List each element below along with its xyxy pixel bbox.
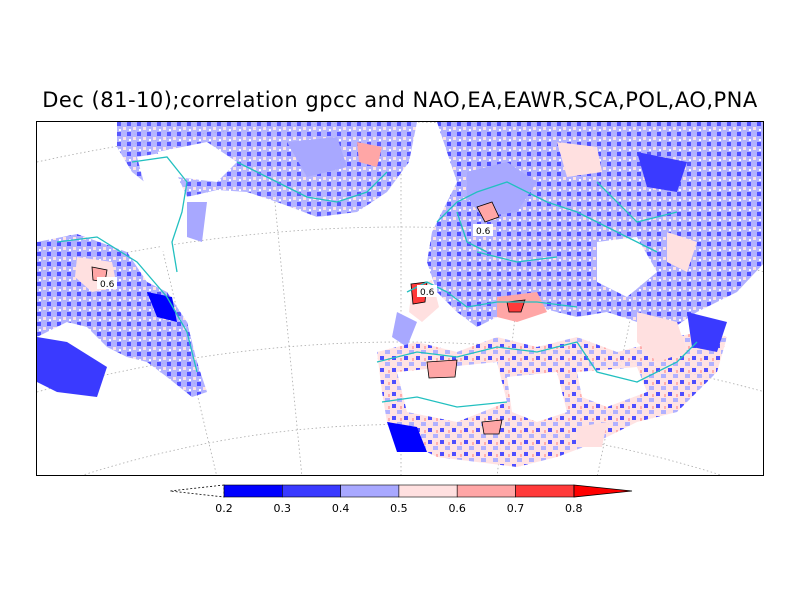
colorbar-boxes [223, 484, 575, 498]
colorbar-box [340, 484, 400, 498]
colorbar-box [223, 484, 283, 498]
contour-label-scandinavia: 0.6 [476, 227, 491, 237]
coastlines [56, 156, 698, 408]
eurasia-field [392, 122, 763, 347]
africa-field [377, 312, 727, 467]
contour-label-iberia: 0.6 [420, 288, 435, 298]
colorbar-tick-labels: 0.2 0.3 0.4 0.5 0.6 0.7 0.8 [215, 502, 582, 515]
colorbar-box [281, 484, 341, 498]
colorbar-low-arrow [169, 484, 225, 498]
north-america-field [37, 122, 417, 397]
colorbar-tick-label: 0.7 [507, 502, 525, 515]
colorbar-tick-label: 0.4 [332, 502, 350, 515]
colorbar-box [456, 484, 516, 498]
map-canvas: 0.6 0.6 0.6 [37, 122, 763, 475]
colorbar-tick-label: 0.2 [215, 502, 233, 515]
colorbar-tick-label: 0.3 [274, 502, 292, 515]
colorbar-tick-label: 0.6 [448, 502, 466, 515]
contour-labels: 0.6 0.6 0.6 [97, 224, 493, 298]
map-panel: 0.6 0.6 0.6 [36, 121, 764, 476]
colorbar-box [398, 484, 458, 498]
contour-label-north-america: 0.6 [100, 280, 115, 290]
colorbar-high-arrow [573, 484, 633, 498]
contour-label-box [473, 224, 493, 236]
map-title: Dec (81-10);correlation gpcc and NAO,EA,… [42, 88, 758, 112]
colorbar-tick-label: 0.5 [390, 502, 408, 515]
colorbar-box [515, 484, 575, 498]
colorbar-tick-label: 0.8 [565, 502, 583, 515]
contour-label-box [97, 277, 117, 289]
contour-label-box [417, 285, 437, 297]
